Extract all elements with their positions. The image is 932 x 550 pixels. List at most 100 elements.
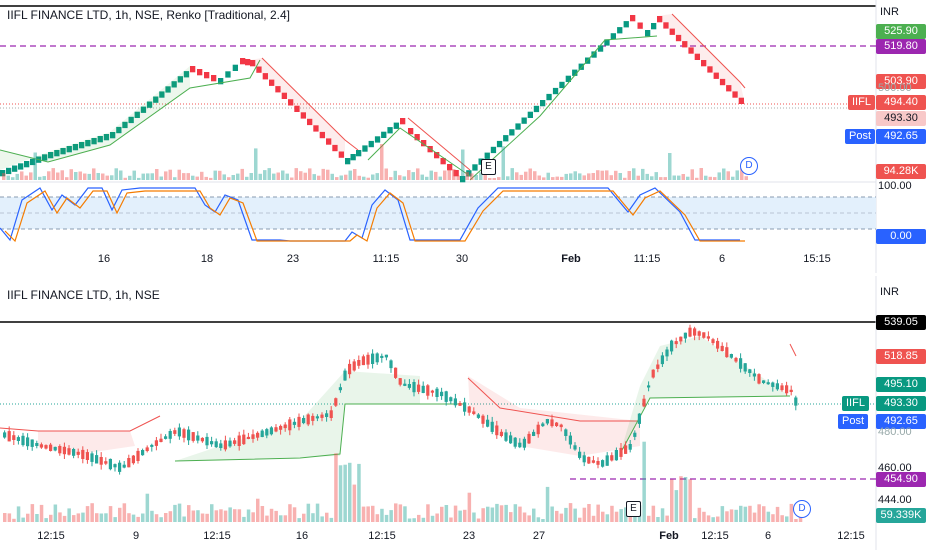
top-post-price-tag: 492.65 [876, 129, 926, 144]
volume-bar [122, 503, 127, 522]
candle-body [596, 461, 600, 465]
renko-brick [408, 128, 414, 135]
volume-bar [546, 172, 550, 180]
renko-brick [6, 167, 12, 175]
volume-bar [564, 507, 568, 522]
renko-brick [368, 140, 374, 148]
volume-bar [29, 172, 33, 180]
volume-bar [155, 169, 159, 180]
candle-body [302, 418, 306, 424]
volume-bar [609, 175, 613, 180]
candle-body [104, 461, 108, 464]
volume-bar [495, 503, 499, 522]
renko-brick [48, 152, 54, 159]
volume-bar [200, 513, 205, 522]
bottom-currency-label[interactable]: INR [880, 286, 899, 298]
volume-bar [95, 513, 99, 522]
top-red-price-tag: 503.90 [876, 74, 926, 89]
candle-body [490, 421, 494, 432]
candle-body [573, 445, 577, 450]
volume-bar [141, 173, 145, 180]
candlestick-chart-canvas[interactable] [0, 276, 932, 550]
candle-body [752, 373, 756, 377]
renko-brick [300, 112, 306, 119]
volume-bar [722, 168, 726, 180]
candle-body [527, 433, 531, 444]
volume-bar [513, 504, 518, 522]
candle-body [237, 435, 241, 446]
renko-brick [319, 131, 325, 139]
volume-bar [708, 176, 712, 180]
volume-bar [734, 509, 738, 522]
volume-bar [683, 477, 688, 522]
volume-bar [321, 168, 325, 180]
volume-bar [303, 172, 307, 180]
volume-bar [555, 510, 559, 522]
volume-bar [775, 506, 780, 522]
volume-bar [366, 506, 370, 522]
renko-brick [645, 30, 651, 37]
volume-bar [21, 517, 25, 522]
volume-bar [537, 175, 541, 180]
volume-bar [15, 173, 19, 180]
volume-bar [26, 513, 30, 522]
candle-body [407, 384, 411, 388]
bottom-purple-line-tag: 454.90 [876, 472, 926, 487]
volume-bar [329, 517, 334, 522]
top-earnings-marker[interactable]: E [481, 159, 496, 175]
volume-bar [228, 507, 232, 522]
candle-body [233, 440, 237, 444]
volume-bar [371, 174, 375, 180]
candle-body [748, 369, 752, 373]
candle-body [30, 439, 34, 447]
renko-brick [177, 76, 183, 83]
volume-bar [656, 517, 660, 522]
volume-bar [6, 175, 10, 180]
volume-bar [285, 173, 289, 180]
bottom-high-line-tag: 539.05 [876, 315, 926, 330]
candle-body [394, 367, 398, 378]
renko-chart-panel[interactable]: IIFL FINANCE LTD, 1h, NSE, Renko [Tradit… [0, 0, 932, 273]
candle-body [205, 436, 209, 446]
volume-bar [85, 506, 90, 522]
volume-bar [30, 504, 35, 522]
volume-bar [695, 177, 699, 180]
bottom-x-tick: 12:15 [701, 530, 729, 542]
volume-bar [596, 170, 600, 180]
renko-brick [434, 152, 440, 159]
volume-bar [246, 509, 251, 522]
candle-body [196, 435, 200, 441]
candle-body [187, 429, 191, 441]
candle-body [325, 413, 329, 417]
bottom-dividend-marker[interactable]: D [793, 500, 811, 518]
renko-brick [72, 144, 79, 151]
top-currency-label[interactable]: INR [880, 6, 899, 18]
renko-brick [466, 170, 472, 177]
volume-bar [412, 518, 416, 522]
renko-brick [675, 34, 682, 42]
volume-bar [545, 486, 550, 522]
volume-bar [504, 504, 508, 522]
volume-bar [118, 507, 122, 522]
renko-chart-canvas[interactable] [0, 0, 932, 273]
volume-bar [320, 516, 324, 522]
renko-brick [350, 154, 356, 161]
volume-bar [670, 479, 674, 522]
volume-bar [550, 506, 554, 522]
candlestick-chart-panel[interactable]: IIFL FINANCE LTD, 1h, NSE INR 539.05 518… [0, 276, 932, 550]
volume-bar [476, 518, 481, 522]
volume-bar [104, 513, 108, 522]
volume-bar [389, 177, 393, 180]
volume-bar [426, 504, 430, 522]
volume-bar [610, 505, 614, 522]
renko-brick [275, 86, 281, 93]
bottom-earnings-marker[interactable]: E [626, 501, 641, 517]
volume-bar [256, 498, 260, 522]
top-dividend-marker[interactable]: D [740, 157, 758, 175]
bottom-x-tick: 12:15 [368, 530, 396, 542]
volume-bar [497, 177, 501, 180]
volume-bar [128, 175, 132, 180]
volume-bar [519, 174, 523, 180]
volume-bar [578, 173, 582, 180]
renko-brick [472, 164, 478, 171]
